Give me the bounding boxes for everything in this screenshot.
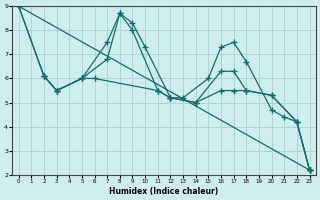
X-axis label: Humidex (Indice chaleur): Humidex (Indice chaleur) bbox=[109, 187, 219, 196]
